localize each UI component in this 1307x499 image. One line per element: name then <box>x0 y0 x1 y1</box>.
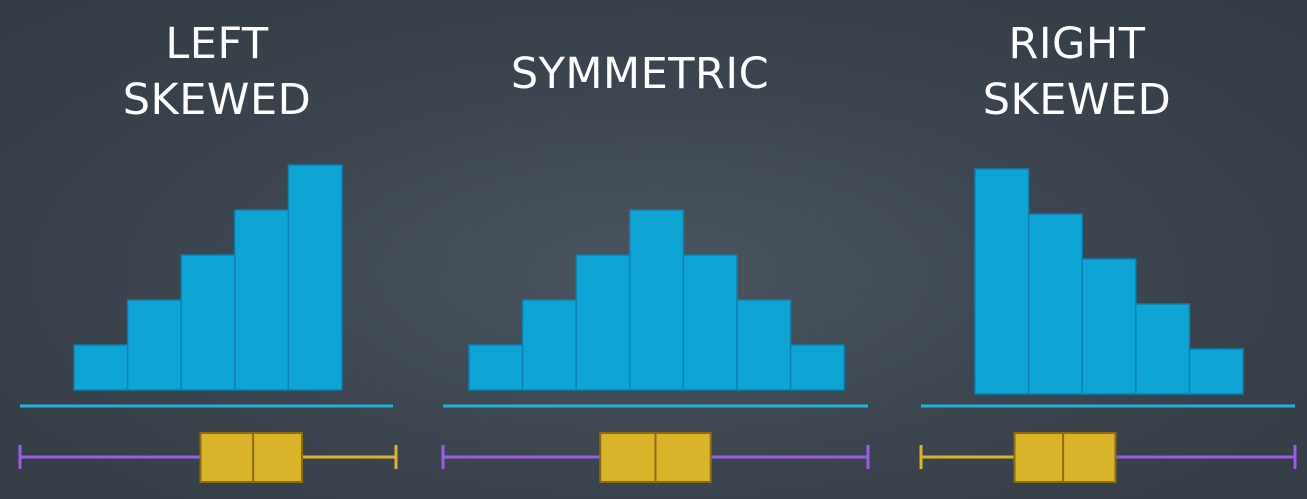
histogram-bar <box>789 344 845 391</box>
panel-title-line: SKEWED <box>982 75 1172 125</box>
histogram-bar <box>73 344 129 391</box>
panel-title-line: SYMMETRIC <box>510 49 770 99</box>
panel-title-line: SKEWED <box>122 75 312 125</box>
histogram-bar <box>1081 258 1137 395</box>
histogram-bar <box>521 299 577 391</box>
panel-title-right-skewed: RIGHT SKEWED <box>942 16 1212 128</box>
histogram-bar <box>736 299 792 391</box>
panel-title-line: LEFT <box>165 19 269 69</box>
boxplot-box <box>1013 432 1117 483</box>
histogram-bar <box>629 209 685 391</box>
boxplot-box <box>199 432 303 483</box>
panel-title-left-skewed: LEFT SKEWED <box>82 16 352 128</box>
histogram-bar <box>682 254 738 391</box>
histogram-bar <box>287 164 343 391</box>
histogram-bar <box>1188 348 1244 395</box>
histogram-bar <box>234 209 290 391</box>
histogram-bar <box>1135 303 1191 395</box>
panel-title-line: RIGHT <box>1008 19 1146 69</box>
histogram-bar <box>180 254 236 391</box>
histogram-bar <box>468 344 524 391</box>
panel-title-symmetric: SYMMETRIC <box>460 46 820 102</box>
histogram-bar <box>974 168 1030 395</box>
histogram-bar <box>575 254 631 391</box>
histogram-bar <box>1027 213 1083 395</box>
histogram-bar <box>126 299 182 391</box>
